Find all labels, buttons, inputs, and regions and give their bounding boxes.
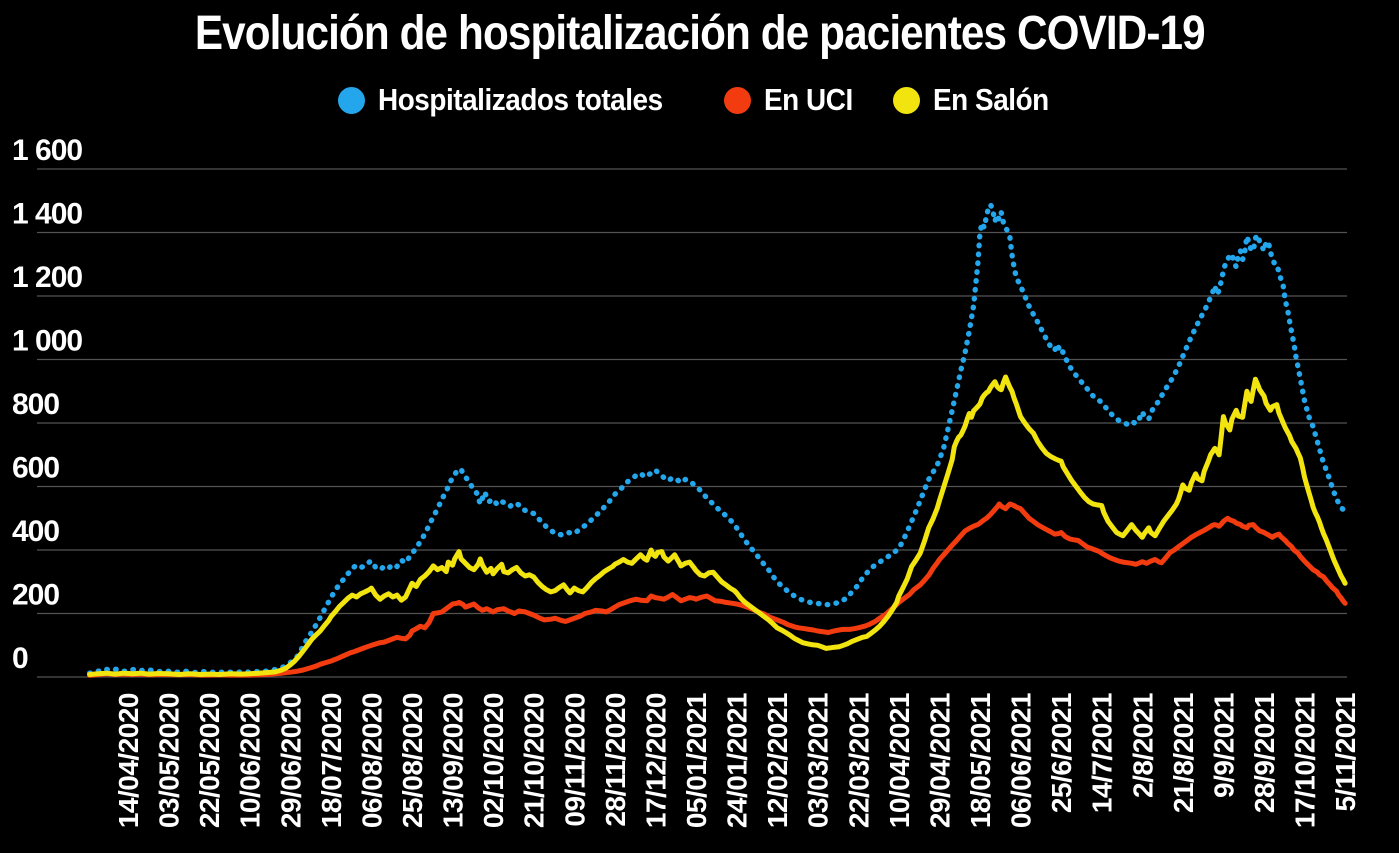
series-line-hospitalizados-totales bbox=[86, 201, 1348, 676]
y-axis-label: 800 bbox=[12, 388, 59, 421]
y-axis-label: 1 400 bbox=[12, 198, 82, 231]
x-axis-label: 5/11/2021 bbox=[1330, 693, 1361, 812]
legend-item-salon: En Salón bbox=[892, 82, 1062, 118]
x-axis-label: 12/02/2021 bbox=[762, 693, 793, 828]
x-axis-label: 17/10/2021 bbox=[1290, 693, 1321, 828]
x-axis-label: 03/03/2021 bbox=[803, 693, 834, 828]
x-axis-label: 9/9/2021 bbox=[1208, 693, 1239, 798]
x-axis-label: 28/11/2020 bbox=[600, 693, 631, 827]
y-axis-label: 1 600 bbox=[12, 134, 82, 167]
series-line-en-sal-n bbox=[87, 374, 1348, 677]
x-axis-label: 14/04/2020 bbox=[113, 693, 144, 828]
legend-label-uci: En UCI bbox=[764, 82, 853, 117]
x-axis-label: 17/12/2020 bbox=[640, 693, 671, 828]
y-axis-label: 1 200 bbox=[12, 261, 82, 294]
legend-item-hospitalizados: Hospitalizados totales bbox=[337, 82, 694, 118]
legend-dot-yellow-icon bbox=[892, 86, 920, 114]
x-axis-label: 28/9/2021 bbox=[1249, 693, 1280, 813]
x-axis-label: 13/09/2020 bbox=[438, 693, 469, 828]
x-axis-label: 10/04/2021 bbox=[884, 693, 915, 828]
x-axis-label: 10/06/2020 bbox=[235, 693, 266, 828]
x-axis-label: 24/01/2021 bbox=[722, 693, 753, 828]
x-axis-label: 02/10/2020 bbox=[478, 693, 509, 828]
x-axis-label: 21/8/2021 bbox=[1168, 693, 1199, 813]
x-axis-label: 21/10/2020 bbox=[519, 693, 550, 828]
y-axis-label: 400 bbox=[12, 515, 59, 548]
x-axis-label: 29/06/2020 bbox=[275, 693, 306, 828]
x-axis-label: 22/05/2020 bbox=[194, 693, 225, 828]
y-axis-label: 1 000 bbox=[12, 325, 82, 358]
x-axis-label: 2/8/2021 bbox=[1127, 693, 1158, 798]
x-axis-label: 29/04/2021 bbox=[924, 693, 955, 828]
chart-title: Evolución de hospitalización de paciente… bbox=[194, 7, 1206, 60]
y-axis-label: 0 bbox=[12, 642, 28, 675]
x-axis-label: 05/01/2021 bbox=[681, 693, 712, 828]
x-axis-label: 06/08/2020 bbox=[356, 693, 387, 828]
x-axis-label: 18/07/2020 bbox=[316, 693, 347, 828]
y-axis-label: 200 bbox=[12, 579, 59, 612]
series-line-en-uci bbox=[87, 501, 1348, 678]
x-axis-label: 25/6/2021 bbox=[1046, 693, 1077, 813]
x-axis-label: 06/06/2021 bbox=[1006, 693, 1037, 828]
legend-label-hospitalizados: Hospitalizados totales bbox=[377, 82, 663, 117]
y-axis-label: 600 bbox=[12, 452, 59, 485]
legend-item-uci: En UCI bbox=[724, 82, 863, 118]
x-axis-label: 22/03/2021 bbox=[843, 693, 874, 828]
chart-legend: Hospitalizados totales En UCI En Salón bbox=[0, 82, 1399, 118]
chart-title-row: Evolución de hospitalización de paciente… bbox=[0, 6, 1399, 61]
x-axis-label: 09/11/2020 bbox=[559, 693, 590, 827]
x-axis-label: 25/08/2020 bbox=[397, 693, 428, 828]
x-axis-label: 03/05/2020 bbox=[154, 693, 185, 828]
legend-dot-blue-icon bbox=[337, 86, 365, 114]
legend-dot-red-icon bbox=[724, 86, 752, 114]
x-axis-label: 18/05/2021 bbox=[965, 693, 996, 828]
legend-label-salon: En Salón bbox=[932, 82, 1049, 117]
x-axis-label: 14/7/2021 bbox=[1087, 693, 1118, 813]
